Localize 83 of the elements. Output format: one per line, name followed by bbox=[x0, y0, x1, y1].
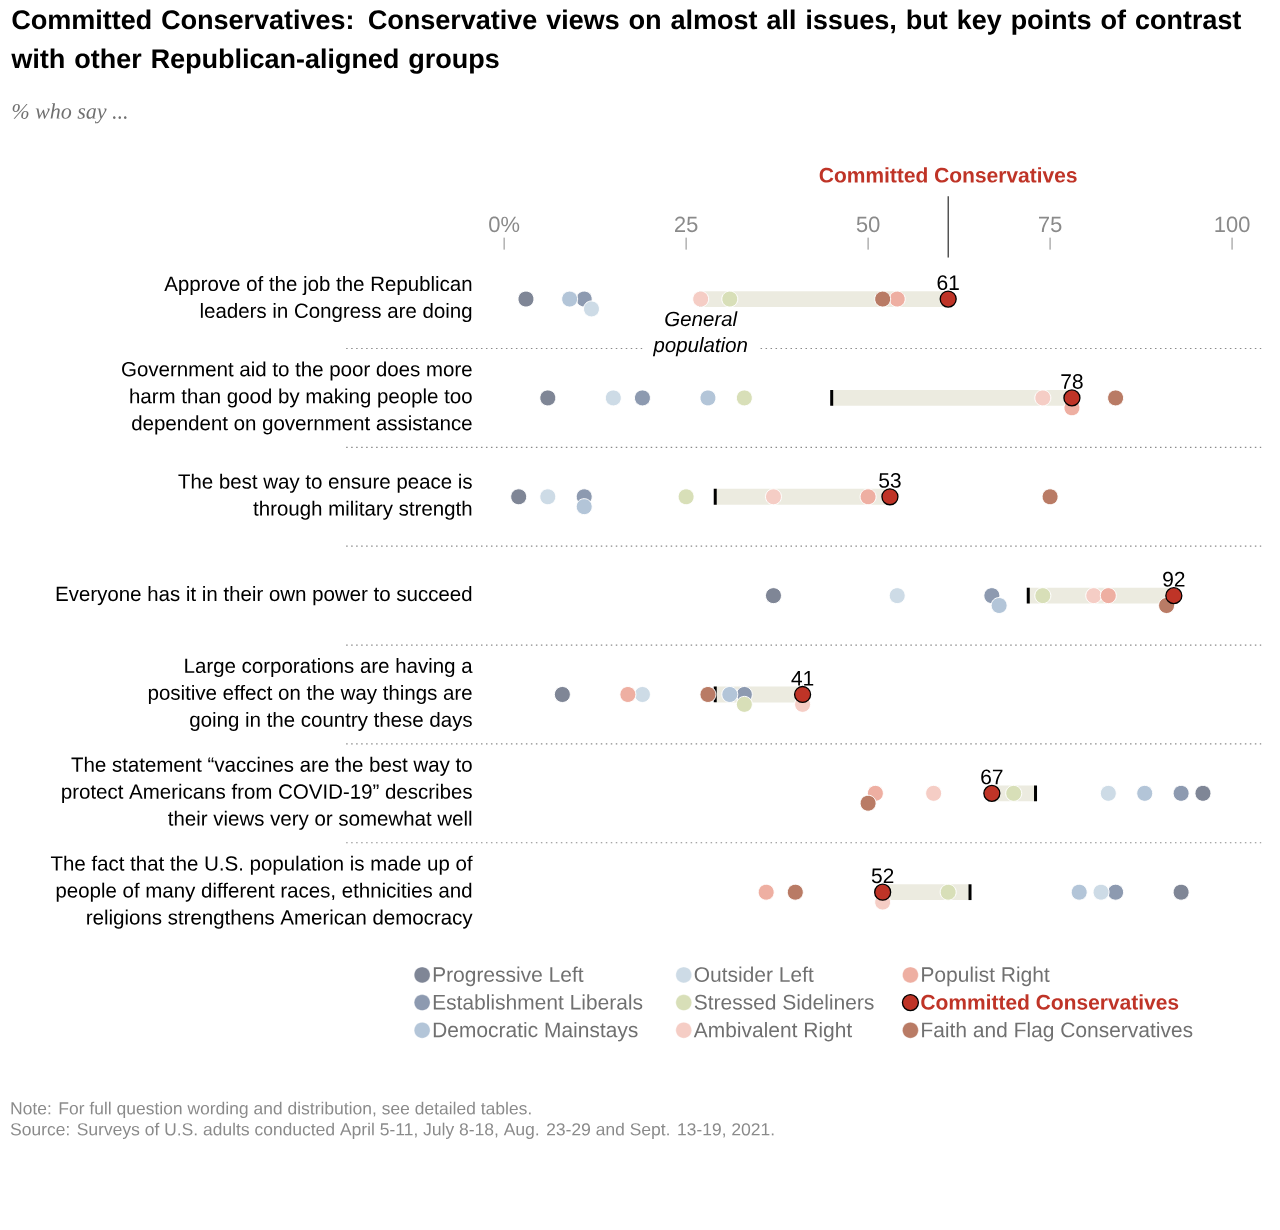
point bbox=[1172, 784, 1190, 802]
point bbox=[539, 389, 557, 407]
point bbox=[1099, 587, 1117, 605]
y-tick-label: The fact that the U.S. population is made up of people of many different races, ethnicities and religions strengthens American democracy bbox=[50, 855, 473, 929]
point bbox=[888, 587, 906, 605]
point bbox=[561, 290, 579, 308]
legend-label: Stressed Sideliners bbox=[694, 994, 874, 1010]
point bbox=[925, 784, 943, 802]
legend-label: Committed Conservatives bbox=[921, 994, 1179, 1010]
data-label: 61 bbox=[937, 275, 959, 290]
point bbox=[677, 488, 695, 506]
point bbox=[517, 290, 535, 308]
x-tick-label: 100 bbox=[1215, 216, 1250, 233]
chart-title: Committed Conservatives: Conservative views on almost all issues, but key points of contrast with other Republican-aligned groups bbox=[11, 9, 1242, 74]
x-tick-label: 75 bbox=[1039, 216, 1062, 233]
data-label: 67 bbox=[981, 769, 1003, 785]
point bbox=[764, 488, 782, 506]
y-tick-label: Approve of the job the Republican leaders in Congress are doing bbox=[164, 275, 472, 322]
legend-label: Faith and Flag Conservatives bbox=[922, 1021, 1193, 1042]
point bbox=[633, 389, 651, 407]
y-tick-label: The best way to ensure peace is through military strength bbox=[178, 473, 472, 520]
series-label: General population bbox=[652, 311, 747, 357]
y-tick-label: Government aid to the poor does more harm than good by making people too dependent on government assistance bbox=[122, 361, 472, 435]
point bbox=[1099, 784, 1117, 802]
point bbox=[1107, 389, 1125, 407]
y-tick-label: Large corporations are having a positive effect on the way things are going in the country these days bbox=[148, 657, 473, 731]
y-tick-label: Everyone has it in their own power to succeed bbox=[56, 586, 472, 606]
point bbox=[1172, 883, 1190, 901]
legend-label: Outsider Left bbox=[694, 966, 814, 982]
point bbox=[735, 389, 753, 407]
point bbox=[859, 488, 877, 506]
point bbox=[881, 488, 899, 506]
point bbox=[983, 784, 1001, 802]
point bbox=[1070, 883, 1088, 901]
data-label: 92 bbox=[1163, 571, 1185, 587]
y-tick-label: The statement “vaccines are the best way to protect Americans from COVID-19” describes their views very or somewhat well bbox=[62, 756, 472, 830]
point bbox=[888, 290, 906, 308]
point bbox=[757, 883, 775, 901]
point bbox=[699, 685, 717, 703]
point bbox=[1041, 488, 1059, 506]
point bbox=[633, 685, 651, 703]
point bbox=[1165, 586, 1183, 605]
point bbox=[764, 587, 782, 605]
data-label: 53 bbox=[879, 472, 901, 488]
legend-label: Establishment Liberals bbox=[433, 994, 643, 1010]
point bbox=[1194, 784, 1212, 802]
point bbox=[604, 389, 622, 407]
legend-label: Populist Right bbox=[922, 966, 1050, 987]
point bbox=[1005, 784, 1023, 802]
point bbox=[619, 685, 637, 703]
point bbox=[721, 290, 739, 308]
point bbox=[793, 685, 812, 704]
point bbox=[539, 488, 557, 506]
data-label: 78 bbox=[1061, 374, 1083, 389]
point bbox=[1085, 587, 1103, 605]
point bbox=[786, 883, 804, 901]
source-note: Source: Surveys of U.S. adults conducted April 5-11, July 8-18, Aug. 23-29 and Sept. 13-19, 2021. bbox=[10, 1122, 774, 1139]
point bbox=[1034, 389, 1052, 407]
data-label: 41 bbox=[791, 671, 814, 686]
point bbox=[1136, 784, 1154, 802]
x-tick-label: 25 bbox=[675, 216, 698, 233]
point bbox=[1092, 883, 1110, 901]
legend-label: Progressive Left bbox=[433, 966, 584, 987]
point bbox=[1034, 587, 1052, 605]
point bbox=[874, 290, 892, 308]
point bbox=[1063, 389, 1081, 407]
point bbox=[1107, 883, 1125, 901]
legend-label: Ambivalent Right bbox=[693, 1021, 853, 1042]
x-tick-label: 0% bbox=[489, 216, 520, 233]
point bbox=[939, 883, 957, 901]
x-tick-label: 50 bbox=[856, 216, 880, 233]
point bbox=[721, 685, 739, 703]
point bbox=[939, 290, 957, 308]
point bbox=[692, 290, 710, 308]
point bbox=[553, 685, 571, 703]
data-label: 52 bbox=[871, 868, 894, 884]
legend-label: Democratic Mainstays bbox=[433, 1021, 638, 1042]
point bbox=[874, 883, 892, 901]
point bbox=[510, 488, 528, 506]
point bbox=[699, 389, 717, 407]
text: % who say ... bbox=[12, 103, 127, 124]
text: Note: For full question wording and distribution, see detailed tables. bbox=[11, 1101, 531, 1118]
annotation: Committed Conservatives bbox=[819, 167, 1077, 183]
